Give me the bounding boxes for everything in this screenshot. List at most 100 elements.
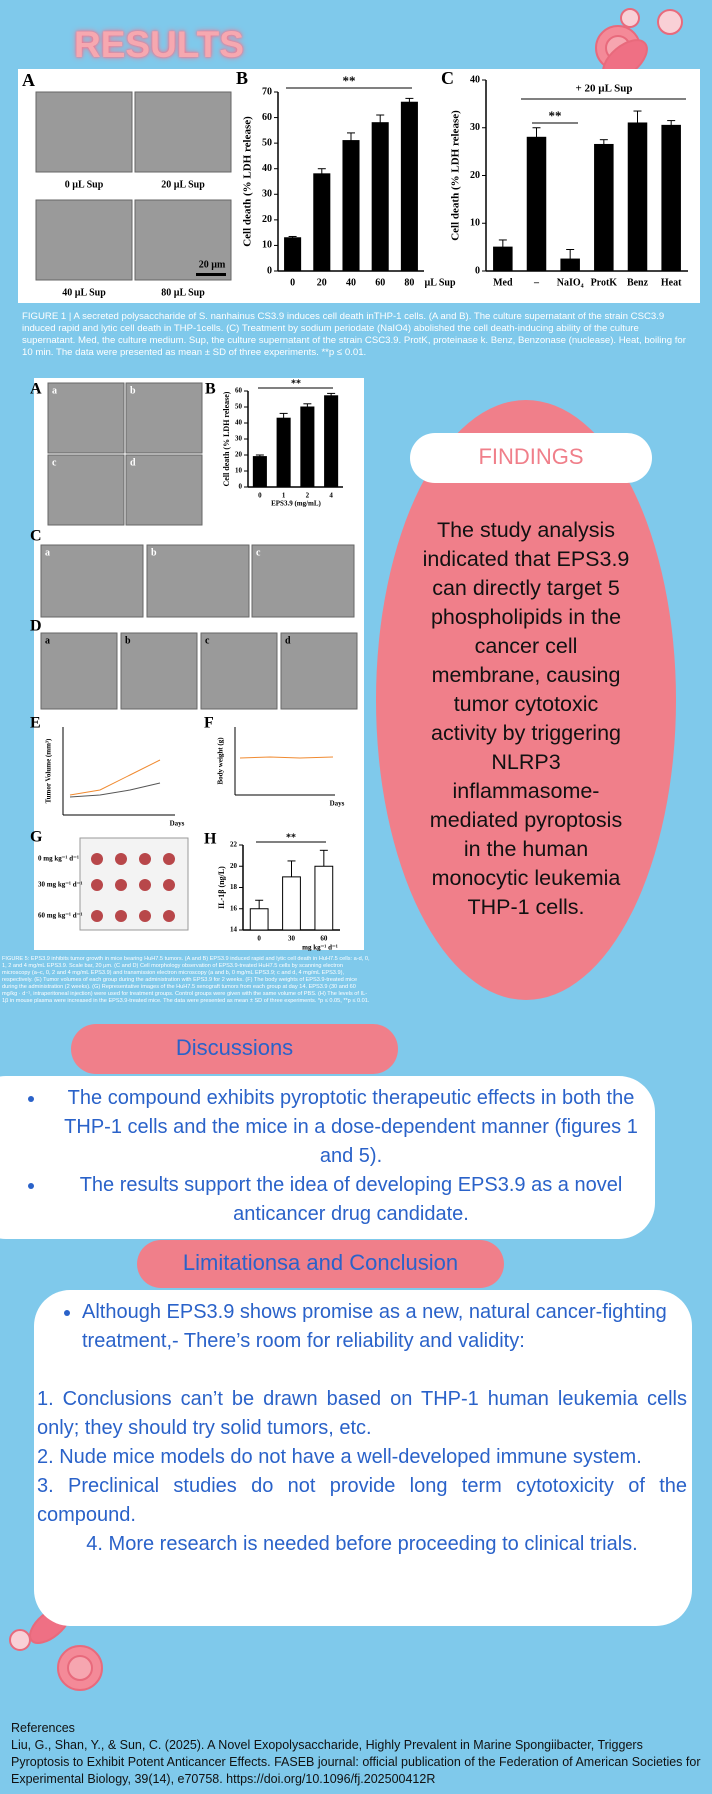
panel-letter: D [30, 618, 42, 635]
x-tick-label: 0 [258, 492, 262, 500]
bar [526, 136, 547, 272]
limitations-points: 1. Conclusions can’t be drawn based on T… [37, 1385, 687, 1559]
x-tick-label: Benz [627, 277, 649, 288]
bar [313, 173, 331, 272]
tem-photo [120, 632, 198, 710]
cell-photo [35, 91, 133, 173]
findings-line: in the human [463, 837, 589, 861]
sub-letter: a [45, 635, 50, 646]
x-tick-label: 2 [306, 492, 310, 500]
findings-heading: FINDINGS [478, 444, 584, 469]
sem-photo [251, 544, 355, 618]
cell-photo [35, 199, 133, 281]
tumor-decoration [91, 879, 103, 891]
bar [560, 258, 580, 272]
tumor-decoration [91, 853, 103, 865]
photo-label: 20 µL Sup [161, 179, 205, 190]
limitations-pill [137, 1240, 504, 1288]
cell-photo [134, 91, 232, 173]
y-tick-label: 60 [262, 112, 272, 123]
cell-photo [47, 454, 125, 526]
discussions-pill [71, 1024, 398, 1074]
limitations-heading: Limitationsa and Conclusion [182, 1250, 459, 1275]
sub-letter: d [130, 457, 136, 468]
cell-photo [125, 382, 203, 454]
findings-ellipse [376, 400, 676, 1000]
tumor-decoration [91, 910, 103, 922]
dose-label: 0 mg kg⁻¹ d⁻¹ [38, 855, 79, 863]
panel-letter: B [236, 68, 248, 88]
y-tick-label: 60 [235, 387, 243, 395]
limitation-point: 3. Preclinical studies do not provide lo… [37, 1475, 687, 1526]
tem-photo [280, 632, 358, 710]
x-tick-label: 60 [375, 277, 385, 288]
y-tick-label: 70 [262, 86, 272, 97]
sub-letter: c [52, 457, 57, 468]
y-tick-label: 20 [262, 214, 272, 225]
scale-bar-label: 20 µm [199, 259, 226, 270]
tem-photo [200, 632, 278, 710]
y-tick-label: 0 [475, 265, 480, 276]
panel-letter: G [30, 829, 43, 846]
sem-photo [146, 544, 250, 618]
y-tick-label: 10 [262, 240, 272, 251]
annotation: ** [549, 108, 562, 123]
y-tick-label: 40 [235, 419, 243, 427]
x-tick-label: – [533, 277, 540, 288]
x-tick-label: 20 [317, 277, 327, 288]
discussions-bullet: The results support the idea of developi… [46, 1171, 656, 1229]
y-tick-label: 50 [235, 403, 243, 411]
x-tick-label: 80 [404, 277, 414, 288]
annotation: + 20 µL Sup [576, 83, 633, 95]
annotation: ** [286, 832, 296, 843]
annotation: ** [343, 73, 356, 88]
panel-letter: B [205, 381, 216, 398]
sub-letter: c [256, 547, 261, 558]
y-tick-label: 40 [470, 74, 480, 85]
dose-label: 30 mg kg⁻¹ d⁻¹ [38, 881, 82, 889]
tumor-decoration [139, 853, 151, 865]
trend-decoration [69, 782, 161, 798]
cell-photo [134, 199, 232, 281]
x-tick-label: 60 [320, 935, 328, 943]
bar [282, 876, 301, 931]
x-axis-label: mg kg⁻¹ d⁻¹ [302, 944, 338, 952]
y-tick-label: 0 [267, 265, 272, 276]
y-tick-label: 20 [235, 451, 243, 459]
y-tick-label: 30 [470, 122, 480, 133]
cell-photo [47, 382, 125, 454]
findings-line: THP-1 cells. [467, 895, 585, 919]
discussions-list: The compound exhibits pyroptotic therape… [16, 1084, 656, 1229]
trend-decoration [239, 756, 334, 759]
y-tick-label: 40 [262, 163, 272, 174]
results-title: RESULTS [74, 24, 244, 65]
bar [314, 865, 334, 931]
limitations-bullet: Although EPS3.9 shows promise as a new, … [82, 1298, 712, 1356]
cell-photo [125, 454, 203, 526]
panel-letter: C [30, 528, 42, 545]
y-tick-label: 18 [230, 883, 238, 891]
x-tick-label: Heat [661, 277, 682, 288]
bar [324, 395, 339, 488]
figure-1-caption: FIGURE 1 | A secreted polysaccharide of … [22, 311, 686, 358]
x-tick-label: 30 [288, 935, 296, 943]
discussions-box [0, 1076, 655, 1239]
panel-letter: A [30, 381, 42, 398]
sub-letter: b [125, 635, 131, 646]
tumor-decoration [163, 879, 175, 891]
tumor-decoration [163, 910, 175, 922]
discussions-bullet: The compound exhibits pyroptotic therape… [46, 1084, 656, 1171]
bar [276, 417, 291, 488]
x-tick-label: 0 [257, 935, 261, 943]
y-axis-label: IL-1β (ng/L) [217, 866, 226, 909]
photo-label: 0 µL Sup [65, 179, 104, 190]
tumor-decoration [115, 853, 127, 865]
x-tick-label: 0 [290, 277, 295, 288]
panel-letter: H [204, 831, 217, 848]
tumor-decoration [115, 910, 127, 922]
tumor-decoration [139, 910, 151, 922]
sub-letter: a [45, 547, 50, 558]
sub-letter: a [52, 385, 57, 396]
